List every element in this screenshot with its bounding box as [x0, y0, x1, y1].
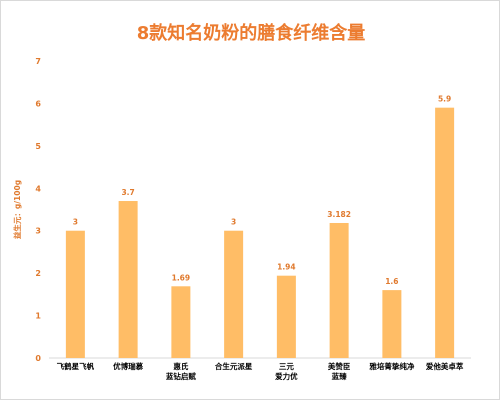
bar — [65, 230, 85, 358]
x-tick-label: 爱他美卓萃 — [426, 361, 464, 371]
y-tick-label: 0 — [35, 354, 41, 363]
y-tick-label: 5 — [35, 142, 41, 151]
data-label: 1.94 — [277, 263, 296, 272]
data-label: 1.6 — [385, 277, 398, 286]
data-label: 1.69 — [172, 273, 191, 282]
bar — [171, 286, 191, 358]
x-tick-label: 合生元派星 — [215, 361, 253, 371]
x-tick-label-line: 三元 — [279, 362, 294, 371]
x-tick-label-line: 惠氏 — [173, 361, 188, 371]
bar — [382, 290, 402, 358]
y-tick-label: 1 — [35, 312, 41, 321]
x-tick-label-line: 优博瑞慕 — [113, 361, 143, 371]
x-tick-label-line: 蓝钻启赋 — [166, 371, 196, 381]
bar — [224, 230, 244, 358]
y-tick-label: 7 — [35, 57, 41, 66]
x-tick-label-line: 合生元派星 — [215, 361, 253, 371]
y-tick-label: 6 — [35, 99, 41, 108]
x-tick-label-line: 爱力优 — [275, 371, 298, 381]
bar — [276, 275, 296, 358]
x-tick-label: 三元爱力优 — [275, 362, 298, 381]
y-axis-label: 益生元：g/100g — [12, 180, 22, 239]
x-tick-label: 优博瑞慕 — [113, 361, 143, 371]
chart-title: 8款知名奶粉的膳食纤维含量 — [136, 23, 366, 44]
data-label: 3 — [73, 218, 78, 227]
bar — [118, 201, 138, 358]
y-tick-label: 3 — [35, 227, 41, 236]
data-label: 3.7 — [121, 188, 134, 197]
x-tick-label: 美赞臣蓝臻 — [328, 361, 351, 381]
x-tick-label-line: 雅培菁挚纯净 — [369, 361, 414, 371]
y-tick-label: 4 — [35, 184, 41, 193]
bar — [435, 107, 455, 359]
x-tick-label: 飞鹤星飞帆 — [57, 361, 95, 371]
x-tick-label-line: 美赞臣 — [328, 361, 351, 371]
data-label: 3 — [231, 218, 236, 227]
x-tick-label-line: 爱他美卓萃 — [426, 361, 464, 371]
data-label: 5.9 — [438, 95, 451, 104]
y-tick-label: 2 — [35, 269, 41, 278]
x-tick-label: 雅培菁挚纯净 — [369, 361, 414, 371]
data-label: 3.182 — [327, 210, 351, 219]
bar — [329, 222, 349, 358]
x-tick-label-line: 飞鹤星飞帆 — [57, 361, 95, 371]
x-tick-label-line: 蓝臻 — [332, 371, 347, 381]
x-tick-label: 惠氏蓝钻启赋 — [166, 361, 196, 381]
